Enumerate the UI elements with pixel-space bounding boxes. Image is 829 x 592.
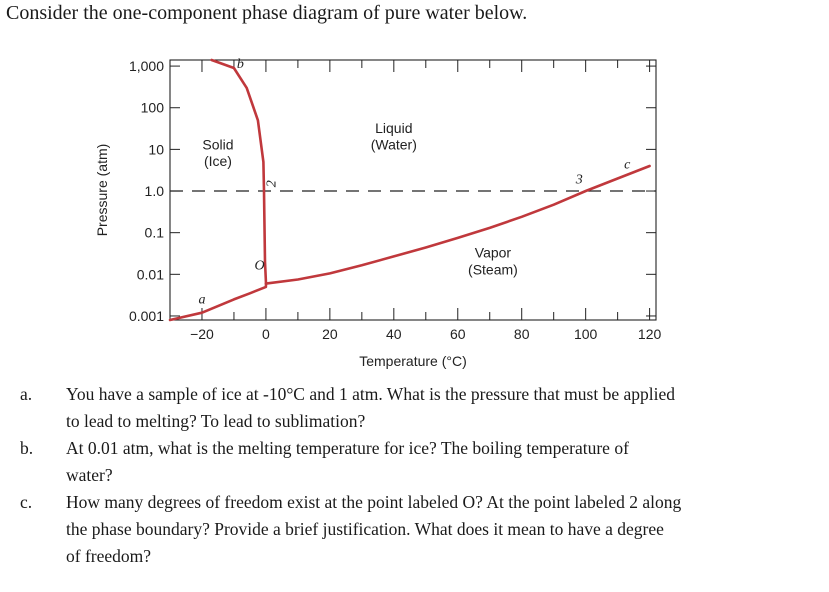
region-label: (Steam) bbox=[468, 261, 518, 277]
x-tick-label: 100 bbox=[574, 326, 598, 342]
question-marker: c. bbox=[20, 492, 33, 512]
point-label-a: a bbox=[198, 292, 205, 307]
y-tick-label: 0.1 bbox=[145, 225, 165, 241]
x-ticks: −20 0 20 40 60 80 100 120 bbox=[169, 60, 662, 342]
sublimation-curve bbox=[168, 282, 268, 322]
question-text-line: You have a sample of ice at -10°C and 1 … bbox=[66, 384, 675, 404]
question-item: c. How many degrees of freedom exist at t… bbox=[20, 489, 820, 570]
phase-boundaries bbox=[168, 58, 651, 322]
labels: Solid(Ice) Liquid(Water) Vapor(Steam) a b c O 2… bbox=[198, 57, 631, 307]
question-marker: a. bbox=[20, 384, 33, 404]
point-label-o: O bbox=[254, 259, 264, 274]
y-tick-label: 1.0 bbox=[145, 183, 165, 199]
plot-frame bbox=[169, 59, 657, 321]
question-item: b. At 0.01 atm, what is the melting tempe… bbox=[20, 435, 820, 489]
x-tick-label: 40 bbox=[386, 326, 402, 342]
y-tick-label: 10 bbox=[148, 141, 164, 157]
y-tick-label: 0.01 bbox=[137, 266, 164, 282]
region-label: (Water) bbox=[371, 136, 417, 152]
point-label-c: c bbox=[624, 157, 631, 172]
point-label-3: 3 bbox=[575, 173, 583, 188]
question-item: a. You have a sample of ice at -10°C and … bbox=[20, 381, 820, 435]
question-text-line: the phase boundary? Provide a brief just… bbox=[66, 519, 664, 539]
y-tick-label: 100 bbox=[141, 100, 165, 116]
phase-diagram: 0.001 0.01 0.1 1.0 10 100 1,000 −20 0 20 40 60 80 10… bbox=[94, 57, 662, 369]
x-tick-label: −20 bbox=[190, 326, 214, 342]
x-tick-label: 80 bbox=[514, 326, 530, 342]
question-text-line: of freedom? bbox=[66, 546, 152, 566]
y-axis-title: Pressure (atm) bbox=[94, 144, 110, 237]
point-label-b: b bbox=[237, 57, 244, 72]
y-tick-label: 1,000 bbox=[129, 58, 164, 74]
x-tick-label: 0 bbox=[262, 326, 270, 342]
question-marker: b. bbox=[20, 438, 34, 458]
y-ticks: 0.001 0.01 0.1 1.0 10 100 1,000 bbox=[129, 58, 656, 324]
region-label: (Ice) bbox=[204, 153, 232, 169]
page-heading: Consider the one-component phase diagram… bbox=[6, 2, 528, 24]
region-label: Vapor bbox=[475, 245, 512, 261]
x-axis-title: Temperature (°C) bbox=[359, 353, 467, 369]
melting-curve bbox=[210, 58, 268, 285]
question-text-line: How many degrees of freedom exist at the… bbox=[66, 492, 682, 512]
question-text-line: At 0.01 atm, what is the melting tempera… bbox=[66, 438, 629, 458]
region-label: Solid bbox=[202, 136, 233, 152]
x-tick-label: 60 bbox=[450, 326, 466, 342]
point-label-2: 2 bbox=[265, 180, 280, 187]
vaporization-curve bbox=[264, 164, 651, 285]
question-text-line: to lead to melting? To lead to sublimati… bbox=[66, 411, 366, 431]
x-tick-label: 20 bbox=[322, 326, 338, 342]
y-tick-label: 0.001 bbox=[129, 308, 164, 324]
region-label: Liquid bbox=[375, 120, 412, 136]
question-text-line: water? bbox=[66, 465, 113, 485]
x-tick-label: 120 bbox=[638, 326, 662, 342]
